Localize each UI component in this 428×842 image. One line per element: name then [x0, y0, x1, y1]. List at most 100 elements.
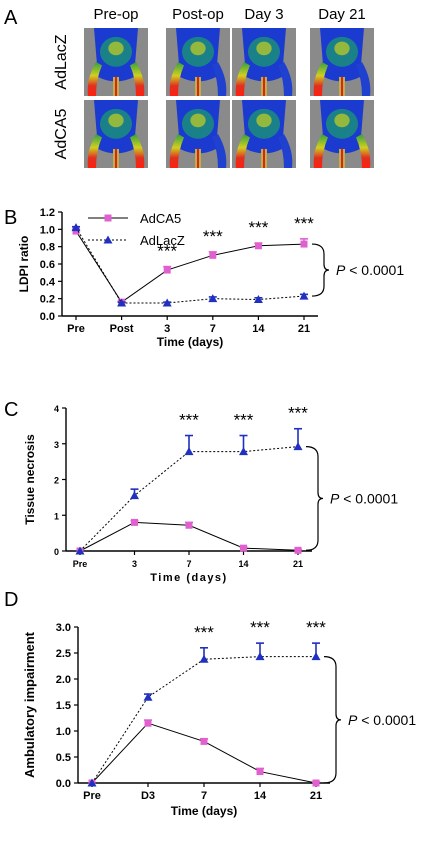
significance-stars: ***: [157, 242, 177, 261]
core-hotspot: [108, 113, 124, 128]
panel-b-letter: B: [4, 207, 17, 229]
left-hindlimb: [169, 62, 184, 96]
x-tick-label: 7: [210, 323, 216, 335]
perfusion-image: [310, 100, 374, 168]
y-tick-label: 0.8: [40, 242, 55, 254]
significance-bracket: [305, 446, 324, 551]
y-tick-label: 2.5: [56, 648, 71, 660]
data-point-square: [300, 240, 308, 248]
x-tick-label: 7: [201, 790, 207, 802]
tail-vessel: [115, 76, 117, 96]
left-hindlimb: [87, 134, 102, 168]
y-tick-label: 0.0: [56, 778, 71, 790]
data-point-square: [240, 544, 247, 552]
core-hotspot: [256, 113, 272, 128]
left-hindlimb: [235, 62, 250, 96]
column-label: Day 21: [318, 6, 366, 23]
column-label: Post-op: [172, 6, 224, 23]
panel-d-letter: D: [4, 589, 18, 611]
y-tick-label: 1.2: [40, 207, 55, 219]
data-point-square: [312, 779, 320, 787]
data-point-triangle: [143, 692, 153, 701]
data-point-square: [185, 521, 193, 529]
significance-bracket: [311, 243, 330, 297]
p-value: P < 0.0001: [330, 490, 398, 506]
x-tick-label: 14: [254, 790, 267, 802]
right-hindlimb: [356, 62, 371, 96]
core-hotspot: [190, 41, 206, 56]
y-tick-label: 1.0: [40, 224, 55, 236]
data-point-square: [131, 518, 138, 526]
data-point-triangle: [293, 442, 303, 451]
tail-vessel: [115, 148, 117, 168]
data-point-triangle: [130, 491, 139, 500]
tail-vessel: [263, 148, 265, 168]
x-axis-title: Time (days): [150, 572, 227, 584]
significance-stars: ***: [248, 218, 268, 237]
x-tick-label: Pre: [83, 790, 101, 802]
x-tick-label: 3: [164, 323, 170, 335]
y-tick-label: 1.0: [56, 726, 71, 738]
x-tick-label: 14: [238, 559, 248, 569]
data-point-triangle: [199, 654, 209, 663]
chart-tissue-necrosis: 0 1 2 3 4 Pre 3 7 14 21 Time (days) Tissue necrosis…: [23, 404, 398, 584]
significance-stars: ***: [179, 411, 199, 430]
right-hindlimb: [130, 62, 145, 96]
y-axis-title: LDPI ratio: [17, 236, 31, 293]
data-point-triangle: [87, 778, 97, 787]
core-hotspot: [334, 41, 350, 56]
x-tick-label: D3: [141, 790, 155, 802]
chart-ldpi-ratio: 0.0 0.2 0.4 0.6 0.8 1.0 1.2 Pre Post 3 7 14 21 Time (…: [17, 207, 404, 349]
x-tick-label: 21: [293, 559, 303, 569]
significance-stars: ***: [234, 411, 254, 430]
significance-stars: ***: [250, 618, 270, 637]
series-line-AdLacZ: [75, 227, 305, 304]
left-hindlimb: [87, 62, 102, 96]
y-tick-label: 4: [54, 404, 59, 414]
legend-label: AdLacZ: [140, 233, 185, 248]
y-tick-label: 0.5: [56, 752, 71, 764]
p-value-text: < 0.0001: [339, 490, 398, 506]
row-label: AdCA5: [53, 109, 70, 160]
right-hindlimb: [212, 62, 227, 96]
tail-vessel: [341, 148, 343, 168]
left-hindlimb: [169, 134, 184, 168]
column-label: Pre-op: [93, 6, 138, 23]
x-tick-label: 21: [298, 323, 310, 335]
data-point-square: [200, 737, 208, 745]
x-tick-label: 7: [186, 559, 191, 569]
panel-a-letter: A: [4, 7, 18, 29]
tail-vessel: [197, 148, 199, 168]
y-tick-label: 0.0: [40, 311, 55, 323]
data-point-triangle: [255, 652, 265, 661]
p-value: P < 0.0001: [348, 712, 416, 728]
data-point-square: [254, 242, 262, 250]
tail-vessel: [341, 76, 343, 96]
column-label: Day 3: [244, 6, 283, 23]
data-point-triangle: [311, 652, 321, 661]
data-point-triangle: [208, 294, 218, 303]
perfusion-image: [166, 100, 230, 168]
legend-label: AdCA5: [140, 211, 181, 226]
series-line-blue: [79, 446, 299, 552]
y-tick-label: 1: [54, 511, 59, 521]
core-hotspot: [256, 41, 272, 56]
p-value-text: < 0.0001: [357, 712, 416, 728]
data-point-triangle: [253, 295, 263, 304]
y-tick-label: 2.0: [56, 674, 71, 686]
data-point-square: [163, 266, 171, 274]
x-tick-label: 21: [310, 790, 322, 802]
x-axis-title: Time (days): [157, 335, 223, 349]
data-point-triangle: [117, 298, 127, 307]
y-tick-label: 0: [54, 547, 59, 557]
left-hindlimb: [313, 134, 328, 168]
significance-stars: ***: [194, 623, 214, 642]
chart-ambulatory-impairment: 0.0 0.5 1.0 1.5 2.0 2.5 3.0 Pre D3 7 14 21 Time (day…: [22, 618, 416, 818]
x-tick-label: Pre: [73, 559, 88, 569]
data-point-square: [209, 251, 217, 259]
y-tick-label: 1.5: [56, 700, 71, 712]
significance-stars: ***: [294, 214, 314, 233]
right-hindlimb: [356, 134, 371, 168]
x-axis-title: Time (days): [171, 804, 237, 818]
